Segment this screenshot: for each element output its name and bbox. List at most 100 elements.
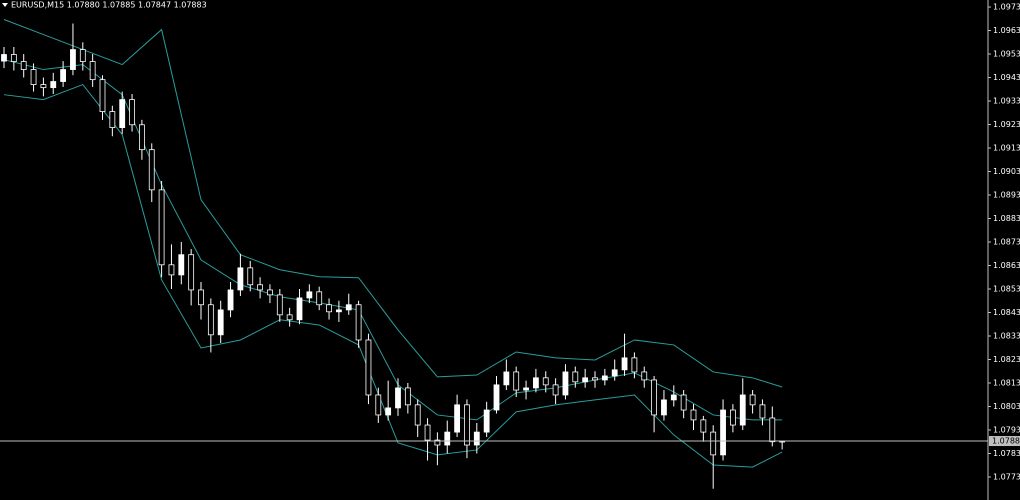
candle-body (730, 409, 736, 426)
candle-body (670, 394, 677, 401)
y-tick-label: 1.09230 (993, 120, 1020, 129)
candle-body (138, 124, 145, 151)
candle-body (20, 61, 27, 70)
candle-body (454, 404, 461, 433)
candle-body (759, 404, 766, 419)
candle-body (129, 99, 135, 126)
y-tick-label: 1.08630 (993, 261, 1020, 270)
candle-body (168, 264, 175, 276)
chart-title: EURUSD,M15 1.07880 1.07885 1.07847 1.078… (11, 1, 207, 10)
candle-body (385, 407, 392, 416)
candle-body (582, 377, 589, 383)
candle-body (739, 394, 746, 426)
y-tick-label: 1.08830 (993, 214, 1020, 223)
last-price-label: 1.07883 (992, 437, 1020, 446)
candle-body (631, 357, 638, 373)
candle-body (503, 371, 510, 386)
y-tick-label: 1.08730 (993, 238, 1020, 247)
candle-body (178, 254, 185, 276)
candle-body (710, 431, 717, 456)
candle-body (572, 371, 579, 383)
candle-body (395, 387, 401, 409)
candle-body (109, 111, 116, 128)
candle-body (365, 339, 372, 396)
candle-body (375, 394, 382, 416)
candle-body (1, 54, 7, 62)
y-tick-label: 1.08530 (993, 285, 1020, 294)
candle-body (513, 371, 520, 391)
candle-body (316, 291, 323, 306)
candle-body (414, 404, 421, 426)
candle-body (247, 267, 254, 286)
candle-body (552, 384, 559, 396)
candle-body (70, 49, 76, 70)
candle-body (592, 377, 598, 381)
y-tick-label: 1.08930 (993, 191, 1020, 200)
last-price-box (989, 436, 1020, 447)
y-tick-label: 1.09630 (993, 26, 1020, 35)
y-tick-label: 1.09430 (993, 73, 1020, 82)
candle-body (611, 369, 618, 377)
candle-body (542, 377, 549, 386)
y-tick-label: 1.09330 (993, 97, 1020, 106)
candle-body (276, 294, 283, 316)
candle-body (749, 394, 756, 406)
y-tick-label: 1.09130 (993, 144, 1020, 153)
candle-body (680, 394, 687, 411)
candle-body (493, 384, 500, 411)
y-tick-label: 1.07730 (993, 472, 1020, 481)
menu-triangle[interactable] (2, 3, 8, 7)
candle-body (99, 79, 106, 113)
candle-body (473, 431, 480, 446)
candle-body (30, 69, 37, 85)
band-upper (3, 19, 783, 388)
candle-body (651, 379, 657, 416)
y-tick-label: 1.08430 (993, 308, 1020, 317)
candle-body (217, 309, 224, 336)
candle-body (404, 387, 411, 406)
candle-body (345, 304, 352, 311)
candle-body (50, 81, 57, 89)
y-tick-label: 1.08130 (993, 378, 1020, 387)
candle-body (562, 371, 569, 396)
candle-body (523, 387, 529, 391)
candle-body (148, 149, 155, 191)
candle-body (434, 439, 441, 446)
candle-body (601, 375, 608, 381)
candle-body (237, 267, 244, 291)
candle-body (40, 84, 47, 89)
y-tick-label: 1.09030 (993, 167, 1020, 176)
candle-body (690, 409, 697, 421)
candle-body (621, 357, 628, 371)
candle-body (533, 377, 539, 389)
candle-body (296, 297, 303, 321)
candle-body (198, 289, 204, 306)
band-lower (3, 83, 783, 468)
candle-body (769, 417, 776, 443)
candle-body (89, 61, 96, 81)
candle-body (483, 409, 490, 433)
candle-body (700, 419, 707, 433)
candle-body (641, 371, 648, 381)
y-tick-label: 1.08330 (993, 331, 1020, 340)
candle-body (257, 284, 264, 291)
candle-body (286, 314, 293, 321)
candle-body (720, 409, 726, 456)
y-tick-label: 1.07830 (993, 449, 1020, 458)
candle-body (207, 304, 214, 336)
y-tick-label: 1.09730 (993, 3, 1020, 12)
candle-body (267, 289, 273, 296)
candle-body (424, 424, 431, 441)
y-tick-label: 1.08230 (993, 355, 1020, 364)
candle-body (306, 291, 313, 299)
candle-body (355, 304, 362, 341)
y-tick-label: 1.08030 (993, 402, 1020, 411)
candle-body (464, 404, 470, 446)
candle-body (60, 69, 66, 82)
y-tick-label: 1.09530 (993, 50, 1020, 59)
candle-body (326, 304, 332, 313)
candle-body (119, 99, 126, 128)
candle-body (188, 254, 195, 291)
